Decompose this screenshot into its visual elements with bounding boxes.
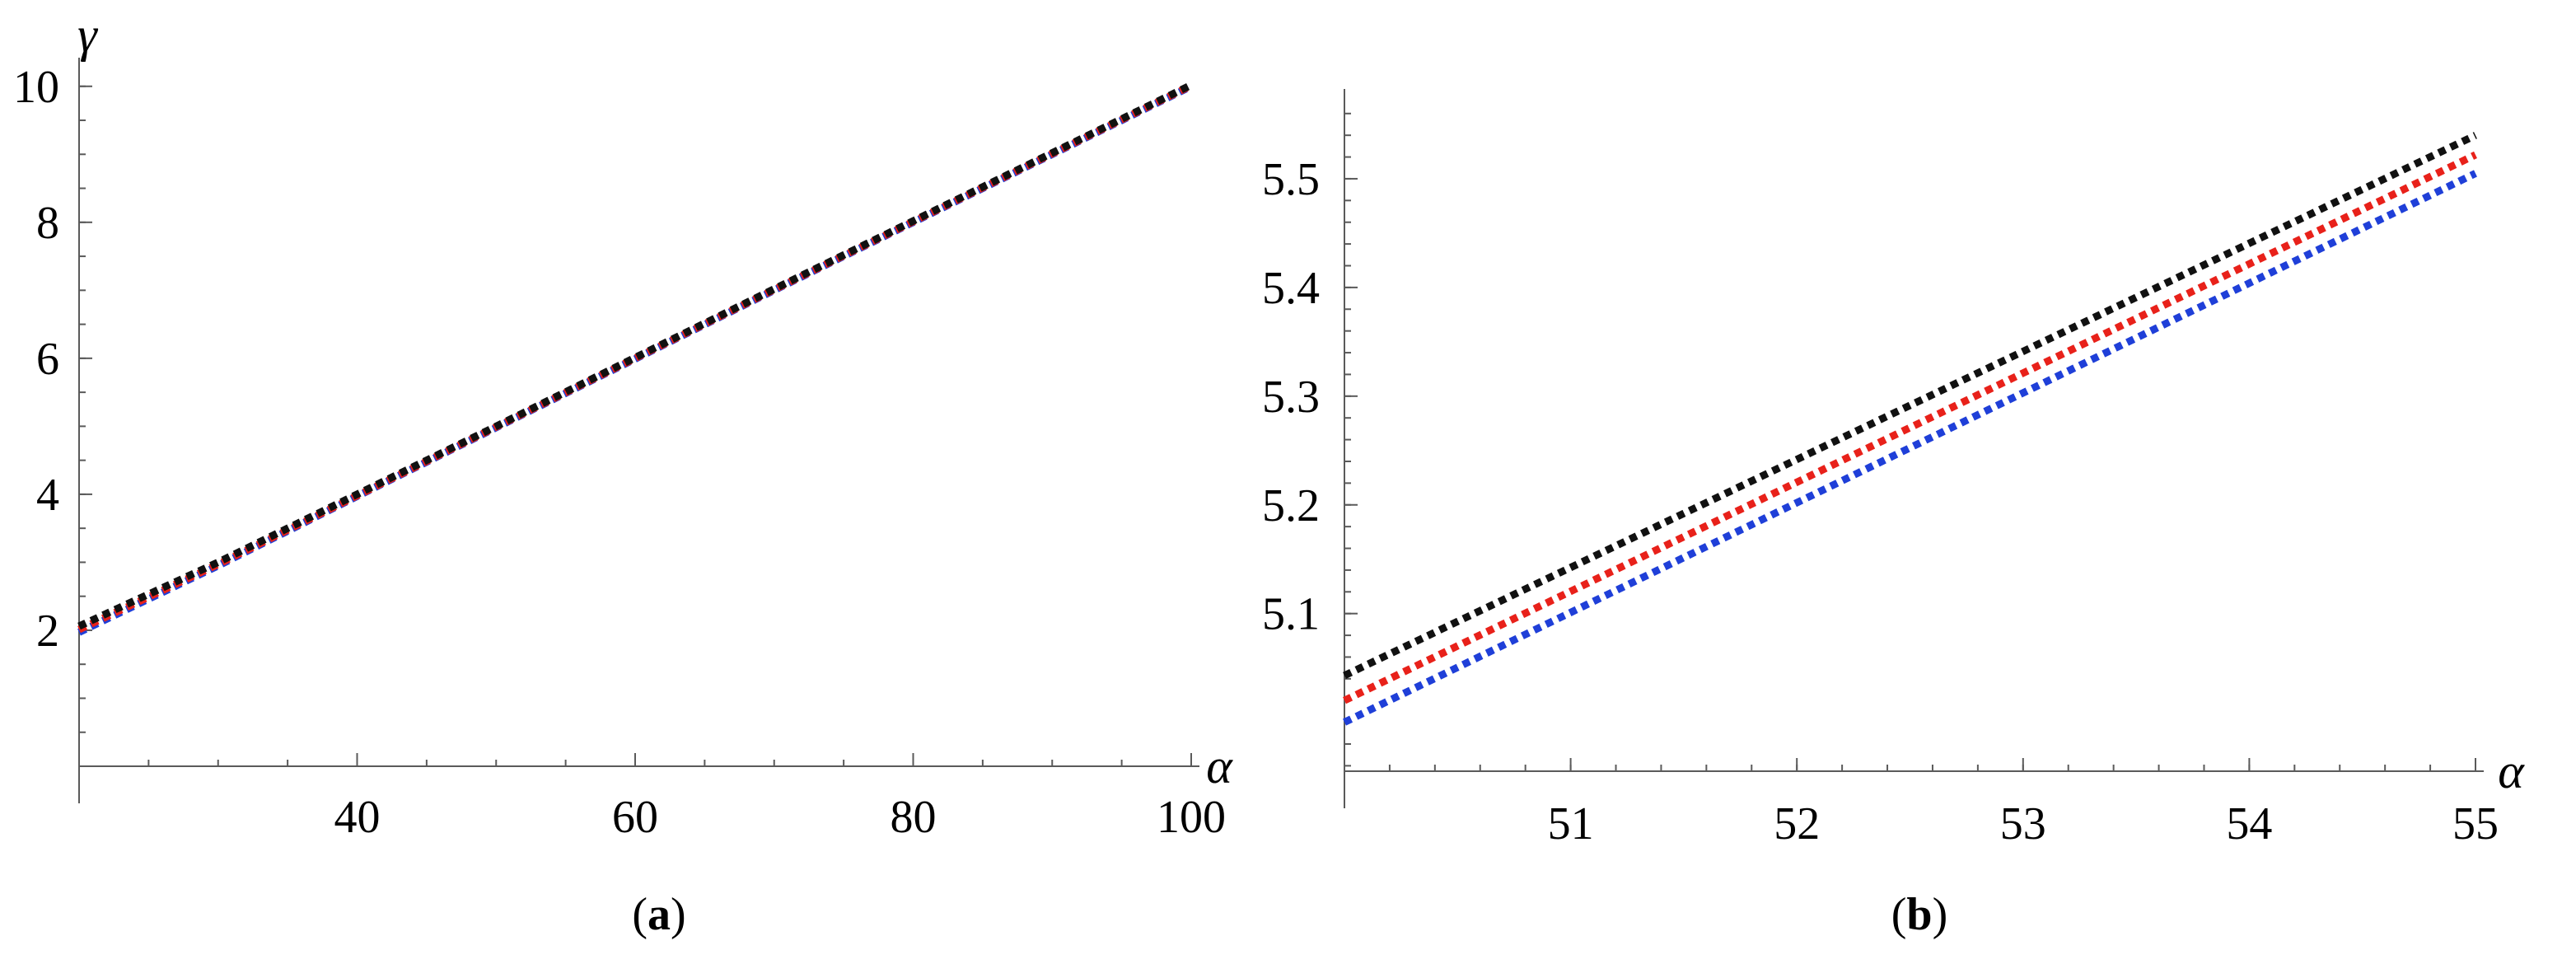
panel-a-y-tick-label: 2	[36, 606, 59, 657]
panel-b-y-tick-label: 5.1	[1262, 589, 1320, 640]
panel-b-x-axis-label: α	[2498, 744, 2525, 798]
panel-b-y-tick-label: 5.5	[1262, 154, 1320, 205]
panel-a-y-tick-label: 4	[36, 470, 59, 521]
panel-b-chart: 51 52 53 54 55 5.1 5.2 5.3 5.4 5.5 α	[1262, 89, 2525, 849]
caption-b-letter: b	[1906, 889, 1932, 940]
panel-a-x-tick-label: 80	[891, 792, 937, 843]
panel-a-x-tick-label: 60	[612, 792, 658, 843]
panel-b-x-tick-label: 54	[2226, 798, 2272, 849]
panel-a-y-tick-label: 6	[36, 334, 59, 385]
panel-a-x-tick-label: 100	[1157, 792, 1226, 843]
panel-b-x-tick-label: 55	[2452, 798, 2499, 849]
panel-b-y-tick-label: 5.2	[1262, 480, 1320, 531]
caption-a-letter: a	[648, 889, 671, 940]
panel-a-series-3-line	[77, 82, 1193, 630]
panel-b-series-3-line	[1343, 132, 2477, 679]
panel-b-x-tick-label: 53	[2000, 798, 2046, 849]
panel-a-y-axis-label: γ	[77, 7, 98, 62]
panel-b-x-tick-label: 51	[1548, 798, 1594, 849]
panel-b-y-tick-label: 5.3	[1262, 372, 1320, 423]
panel-b-x-tick-label: 52	[1774, 798, 1820, 849]
caption-b: (b)	[1891, 889, 1947, 940]
panel-a-x-tick-label: 40	[334, 792, 381, 843]
panel-b-series-2-line	[1343, 151, 2477, 704]
panel-a-y-tick-label: 10	[13, 62, 59, 113]
panel-b-series-1-line	[1343, 170, 2477, 726]
panel-a-chart: 40 60 80 100 2 4 6 8 10 α γ	[13, 7, 1233, 843]
panel-b-y-tick-label: 5.4	[1262, 263, 1320, 314]
caption-a: (a)	[632, 889, 685, 940]
panel-a-x-axis-label: α	[1206, 739, 1233, 793]
panel-a-y-tick-label: 8	[36, 198, 59, 249]
